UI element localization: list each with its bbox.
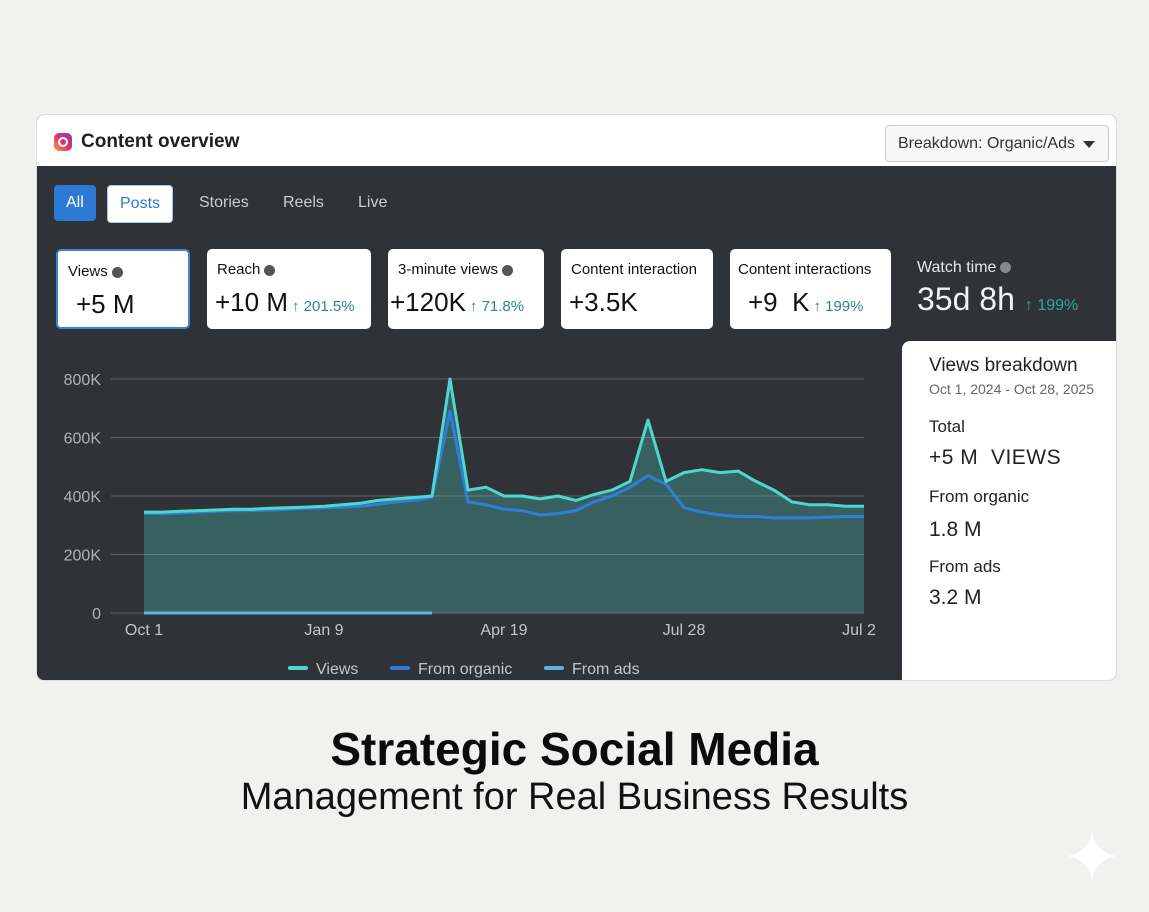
- info-icon: [1000, 262, 1012, 274]
- metric-change: ↑ 71.8%: [469, 298, 525, 315]
- legend-label: Views: [316, 661, 358, 678]
- instagram-icon: [54, 133, 72, 151]
- tab[interactable]: Live: [358, 194, 388, 211]
- y-tick-label: 0: [92, 606, 101, 623]
- breakdown-label: From ads: [929, 557, 1001, 576]
- info-icon: [111, 266, 123, 278]
- dropdown-label: Breakdown: Organic/Ads: [898, 135, 1075, 152]
- breakdown-value: 3.2 M: [929, 586, 982, 609]
- y-tick-label: 800K: [64, 372, 102, 389]
- card-header: Content overview Breakdown: Organic/Ads: [37, 115, 1116, 166]
- legend-label: From organic: [418, 661, 512, 678]
- metric-card[interactable]: Reach +10 M ↑ 201.5%: [207, 249, 371, 329]
- tab[interactable]: All: [54, 185, 96, 221]
- metric-label: Reach: [217, 261, 261, 278]
- metric-change: ↑ 199%: [813, 298, 864, 315]
- info-icon: [264, 264, 276, 276]
- metric-change: ↑ 199%: [1024, 297, 1079, 314]
- panel-title: Views breakdown: [929, 355, 1078, 376]
- breakdown-label: From organic: [929, 487, 1030, 506]
- footer-title: Strategic Social Media: [330, 723, 819, 775]
- metric-watch-time[interactable]: Watch time 35d 8h ↑ 199%: [917, 257, 1116, 327]
- metric-value: +5 M: [76, 289, 135, 319]
- metric-card[interactable]: Content interactions +9 K ↑ 199%: [730, 249, 891, 329]
- y-tick-label: 400K: [64, 489, 102, 506]
- metric-label: Content interactions: [738, 261, 872, 278]
- x-tick-label: Oct 1: [125, 622, 163, 639]
- x-tick-label: Apr 19: [480, 622, 527, 639]
- breakdown-dropdown[interactable]: Breakdown: Organic/Ads: [885, 125, 1109, 162]
- metric-label: Views: [68, 263, 108, 280]
- y-tick-label: 600K: [64, 431, 102, 448]
- info-icon: [502, 264, 514, 276]
- metric-value: 35d 8h: [917, 281, 1015, 317]
- breakdown-value: +5 M VIEWS: [929, 446, 1062, 469]
- breakdown-value: 1.8 M: [929, 518, 982, 541]
- content-overview-card: Content overview Breakdown: Organic/Ads …: [36, 114, 1117, 681]
- series-line: [144, 409, 864, 520]
- metric-change: ↑ 201.5%: [292, 298, 355, 315]
- views-chart: 0 200K 400K 600K 800K Oct 1 Jan 9 Apr 19 Jul 28 J…: [64, 372, 876, 678]
- series-line: [144, 377, 864, 514]
- tab[interactable]: Reels: [283, 194, 324, 211]
- footer-subtitle: Management for Real Business Results: [240, 776, 909, 818]
- metric-card[interactable]: 3-minute views +120K ↑ 71.8%: [388, 249, 544, 329]
- metric-label: 3-minute views: [398, 261, 499, 278]
- x-tick-label: Jul 28: [663, 622, 706, 639]
- chart-layer: 0 200K 400K 600K 800K Oct 1 Jan 9 Apr 19 Jul 28 J…: [64, 372, 876, 678]
- metric-value: +3.5K: [569, 287, 638, 317]
- metric-value: +10 M: [215, 287, 288, 317]
- sparkle-icon: [1068, 832, 1116, 880]
- y-tick-label: 200K: [64, 548, 102, 565]
- dropdown-caret: [1083, 141, 1095, 148]
- metric-label: Watch time: [917, 259, 997, 276]
- legend-label: From ads: [572, 661, 640, 678]
- breakdown-label: Total: [929, 417, 965, 436]
- tab[interactable]: Posts: [107, 185, 174, 223]
- panel-date-range: Oct 1, 2024 - Oct 28, 2025: [929, 381, 1094, 397]
- metric-card[interactable]: Content interaction +3.5K: [561, 249, 713, 329]
- metric-value: +9 K: [748, 287, 810, 317]
- tab[interactable]: Stories: [199, 194, 249, 211]
- metric-card[interactable]: Views +5 M: [56, 249, 190, 329]
- header-title: Content overview: [81, 131, 240, 152]
- x-tick-label: Jul 2: [842, 622, 876, 639]
- metric-label: Content interaction: [571, 261, 697, 278]
- views-breakdown-panel: Views breakdown Oct 1, 2024 - Oct 28, 20…: [902, 341, 1116, 680]
- metric-value: +120K: [390, 287, 466, 317]
- x-tick-label: Jan 9: [304, 622, 343, 639]
